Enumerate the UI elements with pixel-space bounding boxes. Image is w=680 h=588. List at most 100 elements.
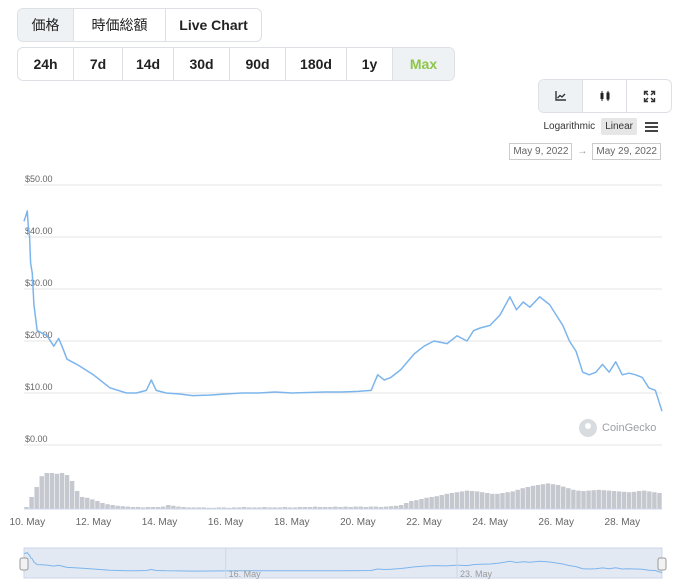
navigator-left-handle[interactable] [19, 557, 29, 571]
volume-bar [181, 507, 186, 509]
candlestick-button[interactable] [583, 80, 627, 112]
volume-bar [657, 493, 662, 509]
x-tick-label: 12. May [76, 517, 112, 528]
volume-bar [221, 507, 227, 509]
volume-bar [601, 490, 606, 509]
volume-bar [328, 507, 333, 509]
volume-bar [388, 506, 394, 509]
volume-bar [571, 489, 576, 509]
volume-bar [358, 506, 363, 509]
volume-bar [353, 506, 358, 509]
fullscreen-icon [643, 90, 655, 102]
tab-price[interactable]: 価格 [18, 9, 74, 41]
range-30d[interactable]: 30d [174, 48, 230, 80]
volume-bar [474, 491, 480, 509]
volume-bar [333, 506, 338, 509]
arrow-right-icon: → [577, 146, 588, 157]
volume-bar [338, 507, 343, 509]
range-max[interactable]: Max [393, 48, 454, 80]
line-chart-button[interactable] [539, 80, 583, 112]
volume-bar [312, 506, 318, 509]
fullscreen-button[interactable] [627, 80, 671, 112]
volume-bar [383, 506, 389, 509]
volume-bar [297, 507, 303, 509]
coingecko-logo-icon [579, 419, 597, 437]
x-tick-label: 18. May [274, 517, 310, 528]
volume-bar [606, 490, 612, 509]
volume-bar [166, 505, 171, 509]
volume-bar [368, 506, 374, 509]
date-from-input[interactable]: May 9, 2022 [509, 143, 573, 160]
volume-bar [444, 493, 450, 509]
volume-bar [520, 488, 525, 509]
volume-bar [100, 503, 105, 509]
volume-bar [196, 507, 201, 509]
volume-bar [636, 491, 642, 509]
date-to-input[interactable]: May 29, 2022 [592, 143, 661, 160]
volume-bar [439, 495, 444, 509]
volume-bar [211, 507, 217, 509]
volume-bar [591, 490, 596, 509]
volume-bar [611, 491, 617, 509]
y-tick-label: $50.00 [25, 174, 53, 184]
volume-bar [409, 501, 414, 509]
volume-bar [515, 489, 520, 509]
date-range-inputs: May 9, 2022 → May 29, 2022 [509, 143, 661, 160]
volume-bar [24, 507, 29, 509]
y-tick-label: $30.00 [25, 278, 53, 288]
navigator-right-handle[interactable] [657, 557, 667, 571]
volume-bar [343, 506, 348, 509]
line-chart-icon [554, 91, 566, 101]
volume-bar [54, 473, 60, 509]
volume-bar [631, 491, 637, 509]
volume-bar [145, 507, 151, 509]
volume-bar [469, 491, 475, 509]
range-14d[interactable]: 14d [123, 48, 174, 80]
x-tick-label: 26. May [538, 517, 574, 528]
volume-bar [155, 507, 161, 509]
volume-bar [110, 505, 115, 509]
coingecko-watermark: CoinGecko [579, 419, 656, 437]
volume-bar [262, 507, 267, 509]
volume-bar [500, 493, 505, 509]
volume-bar [576, 490, 581, 509]
tab-market-cap[interactable]: 時価総額 [74, 9, 166, 41]
volume-bar [555, 485, 561, 509]
y-tick-label: $20.00 [25, 330, 53, 340]
price-series-line [23, 210, 663, 412]
volume-bar [257, 507, 262, 509]
volume-bar [216, 507, 222, 509]
logarithmic-option[interactable]: Logarithmic [543, 121, 596, 132]
tab-live-chart[interactable]: Live Chart [179, 17, 248, 33]
navigator-series-line [23, 552, 663, 574]
volume-bar [626, 492, 632, 509]
range-24h[interactable]: 24h [18, 48, 74, 80]
chart-type-selector [538, 79, 672, 113]
x-tick-label: 24. May [472, 517, 508, 528]
volume-bar [292, 507, 298, 509]
range-180d[interactable]: 180d [286, 48, 347, 80]
navigator-selection[interactable] [23, 547, 663, 579]
volume-bar [272, 507, 277, 509]
range-90d[interactable]: 90d [230, 48, 286, 80]
volume-bar [348, 507, 353, 509]
volume-bar [95, 501, 100, 509]
linear-option[interactable]: Linear [601, 118, 637, 135]
volume-bar [566, 488, 571, 509]
volume-bar [505, 492, 510, 509]
volume-bar [150, 507, 156, 509]
volume-bar [307, 507, 313, 509]
x-tick-label: 16. May [208, 517, 244, 528]
volume-bar [130, 507, 136, 509]
range-1y[interactable]: 1y [347, 48, 393, 80]
range-7d[interactable]: 7d [74, 48, 123, 80]
volume-bar [34, 487, 39, 509]
volume-bar [323, 507, 328, 509]
volume-bar [495, 493, 500, 509]
menu-icon[interactable] [645, 121, 658, 132]
volume-bar [490, 493, 495, 509]
volume-bar [540, 484, 546, 509]
volume-bar [64, 475, 70, 509]
volume-bar [236, 507, 242, 509]
volume-bar [317, 507, 323, 509]
